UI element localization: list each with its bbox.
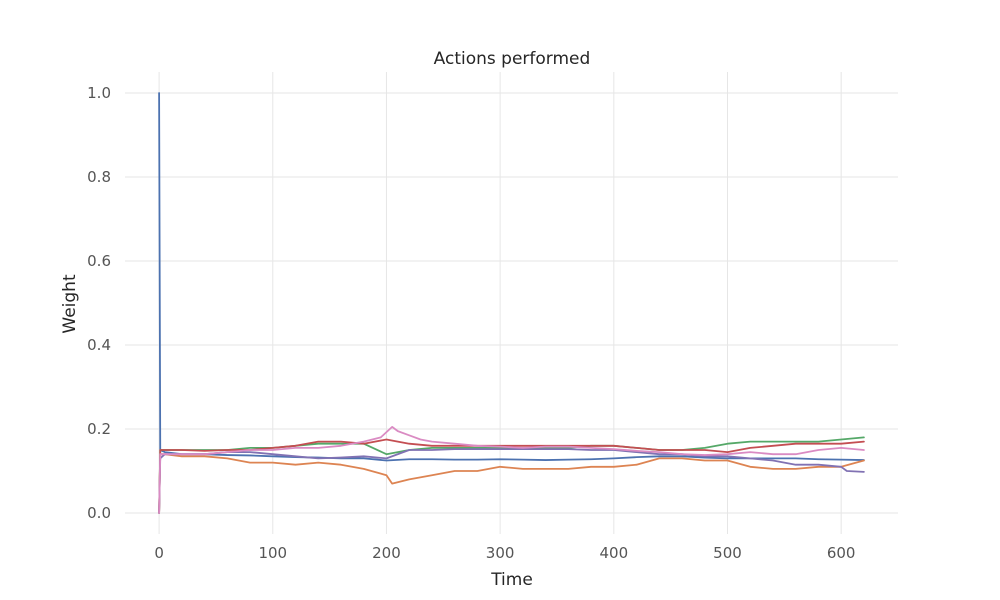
x-tick-label: 400 bbox=[599, 544, 628, 562]
grid-layer bbox=[125, 72, 898, 534]
y-tick-label: 0.4 bbox=[87, 336, 111, 354]
series-line-2 bbox=[158, 453, 865, 514]
y-tick-label: 1.0 bbox=[87, 84, 111, 102]
x-axis-label: Time bbox=[490, 570, 533, 590]
x-tick-label: 300 bbox=[486, 544, 515, 562]
series-line-3 bbox=[158, 436, 865, 514]
series-line-1 bbox=[158, 92, 865, 462]
y-tick-label: 0.6 bbox=[87, 252, 111, 270]
x-tick-label: 0 bbox=[154, 544, 164, 562]
y-axis-label: Weight bbox=[60, 274, 80, 334]
y-tick-label: 0.8 bbox=[87, 168, 111, 186]
x-tick-label: 100 bbox=[258, 544, 287, 562]
y-tick-label: 0.2 bbox=[87, 420, 111, 438]
series-line-5 bbox=[158, 448, 865, 514]
chart-title: Actions performed bbox=[434, 49, 591, 69]
x-tick-label: 200 bbox=[372, 544, 401, 562]
series-layer bbox=[158, 92, 865, 514]
y-tick-label: 0.0 bbox=[87, 504, 111, 522]
tick-labels: 0 100 200 300 400 500 600 0.0 0.2 0.4 0.6 0.8 1.0 bbox=[87, 84, 855, 562]
series-line-6 bbox=[158, 425, 865, 514]
x-tick-label: 600 bbox=[827, 544, 856, 562]
x-tick-label: 500 bbox=[713, 544, 742, 562]
